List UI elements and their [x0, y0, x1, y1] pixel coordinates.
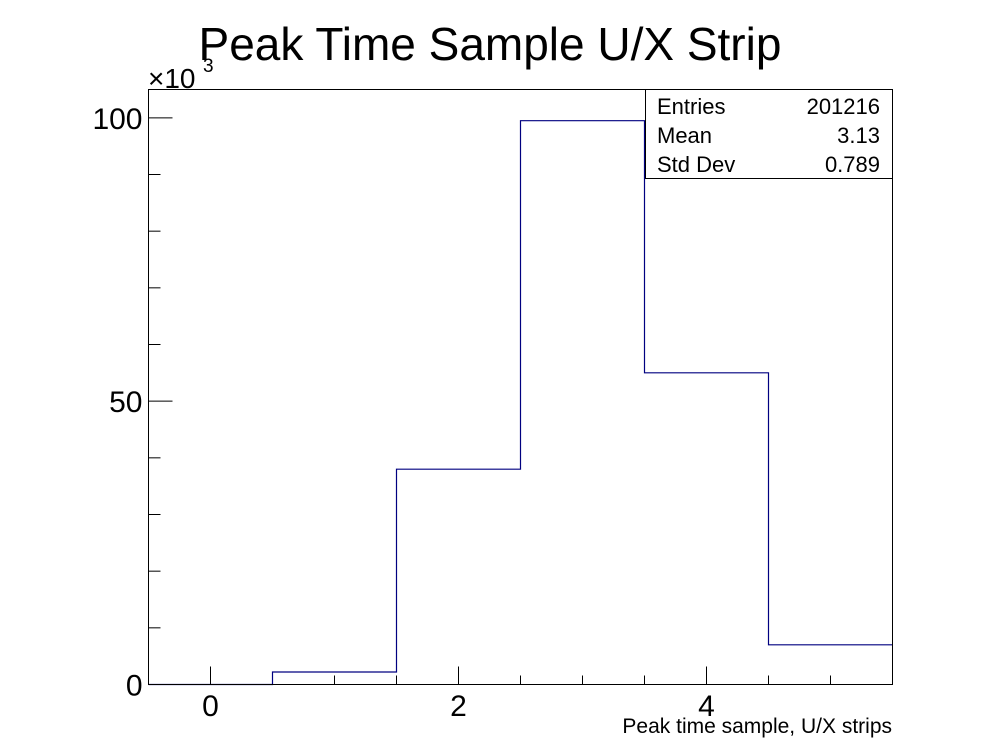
- y-tick-label: 100: [92, 103, 142, 136]
- histogram-bin: [273, 672, 397, 684]
- y-multiplier-label: ×10: [148, 63, 196, 94]
- histogram-bin: [521, 121, 645, 685]
- histogram-outline: [148, 120, 893, 686]
- chart-title: Peak Time Sample U/X Strip: [199, 18, 782, 70]
- stats-box: Entries 201216 Mean 3.13 Std Dev 0.789: [645, 89, 893, 179]
- x-tick-label: 2: [450, 690, 467, 723]
- y-tick-label: 50: [109, 386, 142, 419]
- stats-mean-value: 3.13: [837, 123, 880, 148]
- x-axis-ticks: 0 2 4: [202, 666, 715, 723]
- stats-stddev-label: Std Dev: [657, 152, 735, 177]
- y-multiplier: ×10 3: [148, 56, 214, 94]
- histogram-bin: [645, 373, 769, 685]
- y-tick-label: 0: [126, 670, 143, 703]
- x-minor-ticks: [272, 675, 831, 685]
- y-multiplier-exponent: 3: [203, 56, 214, 77]
- plot-frame: [148, 89, 893, 685]
- stats-entries-value: 201216: [807, 94, 880, 119]
- stats-mean-label: Mean: [657, 123, 712, 148]
- stats-stddev-value: 0.789: [825, 152, 880, 177]
- histogram-bin: [769, 645, 893, 685]
- x-tick-label: 4: [698, 690, 715, 723]
- stats-box-frame: [645, 89, 893, 179]
- x-axis-label: Peak time sample, U/X strips: [622, 715, 892, 738]
- y-axis-ticks: 0 50 100: [92, 103, 173, 703]
- stats-entries-label: Entries: [657, 94, 725, 119]
- x-tick-label: 0: [202, 690, 219, 723]
- histogram-bin: [397, 469, 521, 684]
- y-minor-ticks: [148, 174, 161, 629]
